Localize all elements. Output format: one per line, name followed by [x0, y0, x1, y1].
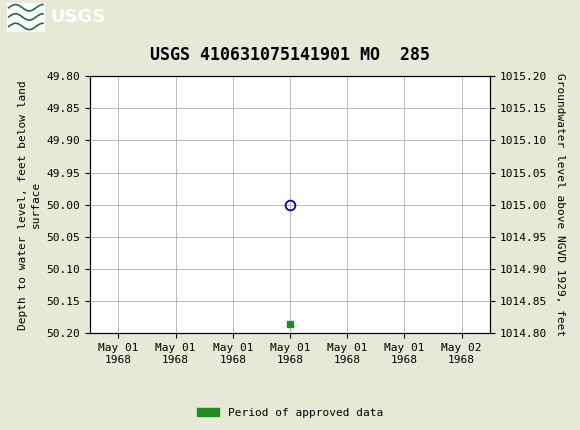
Y-axis label: Groundwater level above NGVD 1929, feet: Groundwater level above NGVD 1929, feet	[556, 73, 566, 336]
Text: USGS 410631075141901 MO  285: USGS 410631075141901 MO 285	[150, 46, 430, 64]
Y-axis label: Depth to water level, feet below land
surface: Depth to water level, feet below land su…	[17, 80, 41, 329]
Legend: Period of approved data: Period of approved data	[193, 403, 387, 422]
Bar	[7, 3, 45, 32]
Text: USGS: USGS	[50, 8, 106, 26]
